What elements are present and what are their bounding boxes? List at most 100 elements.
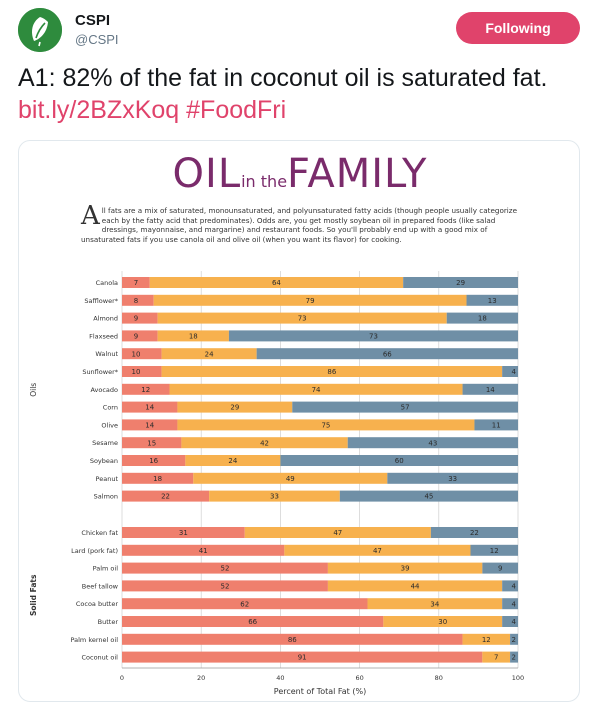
row-label: Sunflower*	[82, 368, 118, 376]
value-label: 12	[141, 386, 150, 394]
bar-polyunsaturated	[446, 312, 518, 324]
row-label: Soybean	[90, 457, 118, 465]
bar-polyunsaturated	[387, 472, 518, 484]
value-label: 52	[220, 583, 229, 591]
bar-saturated	[122, 527, 245, 538]
value-label: 75	[321, 422, 330, 430]
value-label: 73	[298, 315, 307, 323]
bar-monounsaturated	[209, 490, 340, 502]
row-label: Flaxseed	[89, 332, 118, 340]
bar-saturated	[122, 472, 194, 484]
bar-saturated	[122, 348, 162, 360]
tweet-hashtag[interactable]: #FoodFri	[186, 96, 287, 124]
value-label: 4	[512, 583, 517, 591]
bar-polyunsaturated	[292, 401, 518, 413]
value-label: 22	[470, 529, 479, 537]
x-tick-label: 80	[435, 674, 443, 682]
bar-monounsaturated	[161, 366, 503, 377]
row-label: Beef tallow	[82, 582, 119, 590]
x-tick-label: 60	[355, 674, 363, 682]
bar-polyunsaturated	[339, 490, 518, 502]
value-label: 74	[312, 386, 321, 394]
bar-saturated	[122, 455, 186, 466]
bar-saturated	[122, 633, 463, 645]
title-family: FAMILY	[287, 151, 428, 197]
account-name[interactable]: CSPI	[75, 12, 111, 29]
value-label: 60	[395, 457, 404, 465]
intro-text: ll fats are a mix of saturated, monounsa…	[81, 206, 517, 244]
value-label: 86	[288, 636, 297, 644]
value-label: 2	[512, 636, 516, 644]
value-label: 15	[147, 439, 156, 447]
tweet-link[interactable]: bit.ly/2BZxKoq	[18, 96, 180, 124]
bar-monounsaturated	[157, 330, 229, 342]
title-in-the: in the	[241, 172, 288, 191]
bar-monounsaturated	[181, 437, 348, 449]
value-label: 31	[179, 529, 188, 537]
bar-polyunsaturated	[510, 633, 518, 645]
value-label: 4	[512, 600, 517, 608]
bar-monounsaturated	[383, 616, 503, 627]
bar-polyunsaturated	[470, 544, 518, 556]
value-label: 47	[333, 529, 342, 537]
row-label: Olive	[101, 421, 118, 429]
value-label: 44	[411, 583, 420, 591]
row-label: Palm kernel oil	[71, 636, 119, 644]
bar-monounsaturated	[177, 419, 475, 431]
bar-polyunsaturated	[462, 383, 518, 395]
bar-monounsaturated	[177, 401, 293, 413]
bar-saturated	[122, 598, 368, 610]
bar-monounsaturated	[149, 277, 404, 288]
following-button[interactable]: Following	[456, 12, 580, 44]
value-label: 14	[145, 422, 154, 430]
value-label: 34	[430, 600, 439, 608]
row-label: Walnut	[95, 350, 118, 358]
row-label: Almond	[93, 315, 118, 323]
account-handle[interactable]: @CSPI	[75, 32, 119, 47]
bar-saturated	[122, 544, 285, 556]
bar-saturated	[122, 312, 158, 324]
value-label: 24	[205, 350, 214, 358]
value-label: 47	[373, 547, 382, 555]
value-label: 10	[132, 368, 141, 376]
value-label: 10	[132, 350, 141, 358]
value-label: 4	[512, 618, 517, 626]
x-tick-label: 20	[197, 674, 205, 682]
row-label: Corn	[103, 404, 118, 412]
value-label: 91	[298, 654, 307, 662]
bar-saturated	[122, 651, 483, 663]
bar-polyunsaturated	[403, 277, 518, 288]
bar-saturated	[122, 490, 210, 502]
row-label: Cocoa butter	[76, 600, 118, 608]
value-label: 11	[492, 422, 501, 430]
bar-saturated	[122, 437, 182, 449]
bar-polyunsaturated	[347, 437, 518, 449]
value-label: 9	[134, 333, 138, 341]
bar-saturated	[122, 277, 150, 288]
value-label: 66	[248, 618, 257, 626]
bar-saturated	[122, 562, 328, 574]
value-label: 14	[486, 386, 495, 394]
value-label: 16	[149, 457, 158, 465]
avatar[interactable]	[18, 8, 62, 52]
value-label: 62	[240, 600, 249, 608]
value-label: 66	[383, 350, 392, 358]
row-label: Sesame	[92, 439, 118, 447]
value-label: 18	[189, 333, 198, 341]
bar-polyunsaturated	[502, 366, 518, 377]
x-tick-label: 0	[120, 674, 124, 682]
bar-polyunsaturated	[474, 419, 518, 431]
bar-polyunsaturated	[502, 598, 518, 610]
value-label: 33	[270, 493, 279, 501]
bar-monounsaturated	[185, 455, 281, 466]
value-label: 39	[401, 565, 410, 573]
value-label: 45	[424, 493, 433, 501]
row-label: Safflower*	[84, 297, 118, 305]
bar-polyunsaturated	[228, 330, 519, 342]
value-label: 52	[220, 565, 229, 573]
bar-monounsaturated	[157, 312, 447, 324]
cspi-logo-icon	[18, 8, 62, 52]
value-label: 2	[512, 654, 516, 662]
